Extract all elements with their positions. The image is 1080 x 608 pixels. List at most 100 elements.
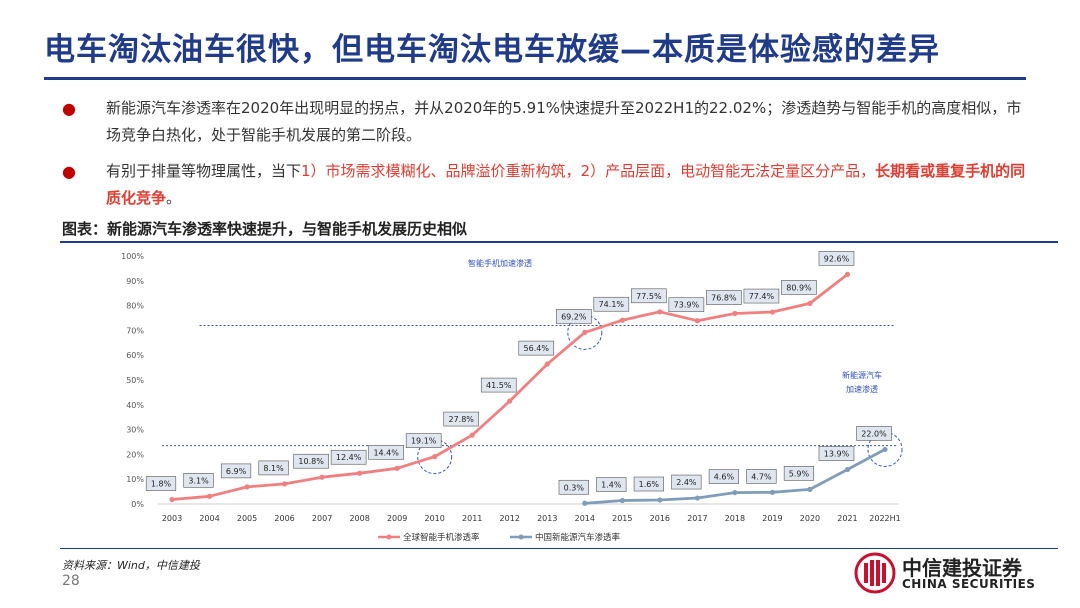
figure-title: 图表：新能源汽车渗透率快速提升，与智能手机发展历史相似: [62, 220, 468, 238]
data-label: 27.8%: [448, 415, 474, 424]
bullet-2-text-pre: 有别于排量等物理属性，当下: [106, 162, 302, 180]
data-label: 13.9%: [824, 450, 850, 459]
legend-marker-1: [518, 534, 524, 540]
data-label: 19.1%: [411, 437, 437, 446]
data-label-box: [518, 340, 555, 356]
data-point: [582, 329, 588, 335]
data-point: [732, 310, 738, 317]
y-tick-label: 70%: [126, 326, 144, 335]
y-tick-label: 10%: [126, 475, 144, 484]
data-point: [507, 398, 513, 404]
data-point: [619, 317, 625, 323]
bullet-1: ● 新能源汽车渗透率在2020年出现明显的拐点，并从2020年的5.91%快速提…: [62, 95, 1027, 149]
data-label: 41.5%: [486, 381, 512, 390]
data-label-box: [746, 469, 777, 484]
bullet-2-text-post: 。: [166, 189, 182, 207]
data-label-box: [145, 476, 177, 491]
data-label-box: [220, 463, 252, 479]
data-label-box: [743, 288, 780, 304]
bullet-2-text-red: 1）市场需求模糊化、品牌溢价重新构筑，2）产品层面，电动智能无法定量区分产品，: [301, 162, 876, 180]
data-label: 1.4%: [601, 481, 622, 490]
data-label: 92.6%: [824, 254, 850, 263]
annotation-nev-line2: 加速渗透: [846, 384, 878, 394]
logo-emblem-icon: [854, 552, 896, 594]
logo-english-name: CHINA SECURITIES: [902, 577, 1036, 591]
x-tick-label: 2015: [612, 514, 632, 523]
data-label-box: [783, 466, 815, 481]
y-tick-label: 40%: [126, 401, 144, 410]
data-label-box: [183, 473, 214, 488]
data-label-box: [818, 446, 855, 461]
company-logo: 中信建投证券 CHINA SECURITIES: [854, 552, 1044, 596]
legend-marker-0: [386, 534, 392, 540]
data-label-box: [258, 460, 289, 476]
data-label: 14.4%: [373, 448, 399, 457]
legend-label-0: 全球智能手机渗透率: [403, 532, 480, 543]
data-label-box: [555, 309, 592, 324]
y-tick-label: 80%: [126, 302, 144, 311]
y-tick-label: 0%: [131, 500, 144, 509]
y-tick-label: 30%: [126, 426, 144, 435]
data-point: [319, 474, 325, 480]
data-label: 4.7%: [751, 472, 772, 481]
data-label-box: [405, 433, 442, 448]
logo-chinese-name: 中信建投证券: [902, 556, 1022, 580]
title-divider: [44, 77, 1026, 80]
data-label-box: [706, 290, 742, 305]
y-tick-label: 90%: [126, 277, 144, 286]
inflection-circle: [567, 314, 603, 350]
bullet-2-text-emphasis: 长期看或重复手机的同质化竞争: [106, 162, 1026, 207]
inflection-circle: [417, 439, 453, 475]
data-point: [432, 454, 438, 460]
y-tick-label: 20%: [126, 450, 144, 459]
legend-label-1: 中国新能源汽车渗透率: [535, 532, 621, 543]
data-point: [807, 486, 813, 492]
data-label: 22.0%: [861, 429, 887, 438]
x-tick-label: 2005: [237, 514, 257, 523]
data-label: 1.8%: [151, 480, 172, 489]
data-label-box: [443, 411, 480, 427]
x-tick-label: 2013: [537, 514, 557, 523]
data-label: 8.1%: [263, 464, 284, 473]
data-point: [544, 361, 550, 367]
data-label: 3.1%: [188, 476, 209, 485]
bullet-2: ● 有别于排量等物理属性，当下1）市场需求模糊化、品牌溢价重新构筑，2）产品层面…: [62, 158, 1027, 212]
y-tick-label: 60%: [126, 351, 144, 360]
x-tick-label: 2006: [274, 514, 294, 523]
x-tick-label: 2016: [650, 514, 670, 523]
data-label-box: [633, 476, 664, 492]
data-point: [394, 465, 400, 471]
x-tick-label: 2012: [500, 514, 520, 523]
y-tick-label: 100%: [121, 252, 144, 261]
data-point: [657, 309, 663, 315]
data-point: [657, 497, 663, 503]
data-label: 0.3%: [564, 483, 585, 492]
x-tick-label: 2008: [349, 514, 369, 523]
source-note: 资料来源：Wind，中信建投: [62, 559, 200, 572]
data-label: 4.6%: [714, 473, 735, 482]
data-label: 77.4%: [749, 292, 775, 301]
data-point: [357, 470, 363, 476]
data-label: 1.6%: [639, 480, 660, 489]
data-label-box: [781, 280, 817, 295]
data-label-box: [671, 474, 702, 490]
data-point: [206, 493, 213, 499]
x-tick-label: 2009: [387, 514, 407, 523]
x-tick-label: 2007: [312, 514, 332, 523]
chart-container: 0% 10% 20% 30% 40% 50% 60% 70% 80% 90% 100% 2003 200…: [100, 244, 1020, 549]
figure-divider: [60, 241, 1058, 243]
x-tick-label: 2021: [837, 514, 857, 523]
x-tick-label: 2011: [462, 514, 482, 523]
data-label: 73.9%: [674, 301, 700, 310]
data-point: [169, 496, 175, 503]
data-label-box: [330, 449, 367, 465]
x-tick-label: 2020: [800, 514, 820, 523]
x-tick-label: 2004: [199, 514, 219, 523]
x-tick-label: 2019: [762, 514, 782, 523]
bullet-2-text: 有别于排量等物理属性，当下1）市场需求模糊化、品牌溢价重新构筑，2）产品层面，电…: [106, 158, 1026, 212]
data-label: 10.8%: [298, 457, 324, 466]
data-label-box: [631, 288, 667, 304]
data-point: [244, 484, 250, 490]
inflection-circle: [867, 431, 903, 467]
data-point: [807, 300, 813, 306]
